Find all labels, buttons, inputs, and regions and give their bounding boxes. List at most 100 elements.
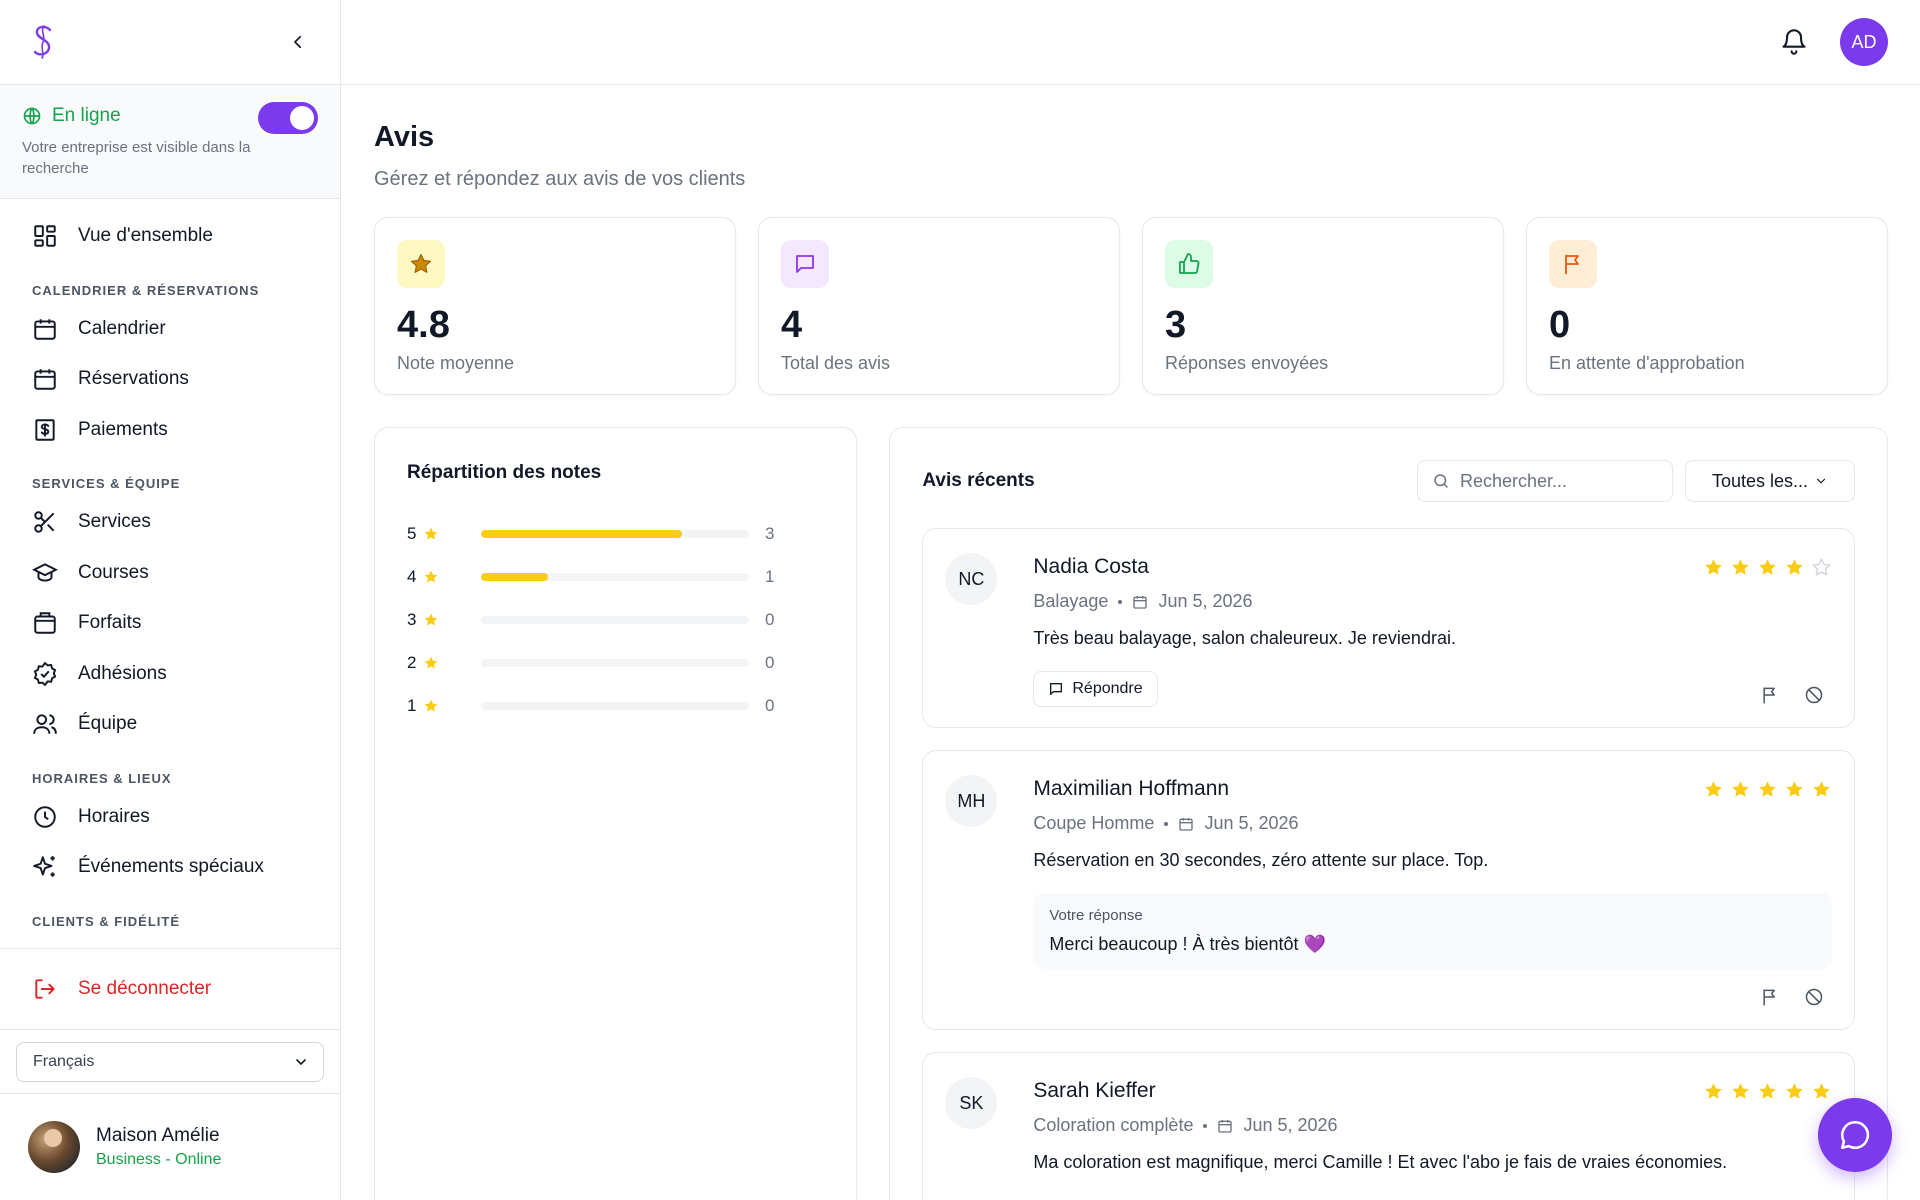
review-service: Coloration complète — [1033, 1115, 1194, 1135]
sidebar-item-team[interactable]: Équipe — [0, 699, 340, 750]
recent-reviews-tools: Rechercher... Toutes les... — [1417, 460, 1855, 502]
block-button[interactable] — [1804, 685, 1824, 705]
sidebar-item-label: Calendrier — [78, 317, 166, 339]
sidebar-item-label: Paiements — [78, 418, 168, 440]
online-label: En ligne — [52, 105, 121, 126]
star-icon — [424, 527, 438, 540]
sidebar-item-label: Vue d'ensemble — [78, 225, 213, 247]
business-avatar — [28, 1121, 80, 1173]
ban-icon — [1805, 686, 1823, 704]
review-meta: Coupe Homme Jun 5, 2026 — [1033, 813, 1832, 834]
flag-icon — [1763, 687, 1775, 704]
review-meta: Balayage Jun 5, 2026 — [1033, 591, 1832, 612]
star-icon — [424, 570, 438, 583]
reply-button[interactable]: Répondre — [1033, 671, 1158, 707]
sidebar-header — [0, 0, 340, 85]
report-button[interactable] — [1760, 987, 1780, 1007]
separator-dot — [1203, 1123, 1208, 1128]
star-filled-icon — [1705, 1083, 1722, 1099]
report-button[interactable] — [1760, 685, 1780, 705]
star-filled-icon — [1732, 559, 1749, 575]
sidebar-item-overview[interactable]: Vue d'ensemble — [0, 211, 340, 262]
stat-value: 0 — [1549, 304, 1571, 346]
sidebar-item-label: Réservations — [78, 368, 189, 390]
star-filled-icon — [1759, 559, 1776, 575]
sidebar-item-services[interactable]: Services — [0, 497, 340, 548]
section-label-clients: CLIENTS & FIDÉLITÉ — [32, 913, 180, 929]
online-description: Votre entreprise est visible dans la rec… — [22, 139, 251, 177]
review-date: Jun 5, 2026 — [1158, 591, 1253, 611]
sidebar-item-special-events[interactable]: Événements spéciaux — [0, 842, 340, 893]
business-profile[interactable]: Maison Amélie Business - Online — [0, 1094, 340, 1200]
reviewer-name: Sarah Kieffer — [1033, 1079, 1156, 1102]
search-input[interactable]: Rechercher... — [1417, 460, 1673, 502]
bell-icon[interactable] — [1780, 28, 1808, 56]
stat-icon-box — [1549, 240, 1597, 288]
filter-select[interactable]: Toutes les... — [1685, 460, 1855, 502]
chat-button[interactable] — [1818, 1098, 1892, 1172]
star-empty-icon — [1812, 558, 1831, 576]
distribution-rows: 5 3 4 1 3 0 2 — [407, 512, 824, 727]
star-icon — [424, 613, 438, 626]
review-text: Réservation en 30 secondes, zéro attente… — [1033, 850, 1489, 870]
sidebar-item-reservations[interactable]: Réservations — [0, 354, 340, 405]
logout-icon — [35, 979, 55, 999]
users-icon — [33, 714, 57, 735]
response-text: Merci beaucoup ! À très bientôt 💜 — [1049, 934, 1326, 954]
sidebar-item-courses[interactable]: Courses — [0, 548, 340, 599]
chevron-down-icon — [1816, 478, 1826, 484]
reviewer-avatar: SK — [945, 1077, 998, 1129]
online-toggle[interactable] — [258, 102, 318, 134]
rating-count: 0 — [765, 652, 775, 672]
search-icon — [1434, 474, 1448, 488]
calendar-icon — [1133, 595, 1148, 609]
rating-number: 5 — [407, 523, 417, 543]
thumbs-up-icon — [1179, 253, 1200, 274]
star-filled-icon — [1705, 781, 1722, 797]
sidebar-item-calendar[interactable]: Calendrier — [0, 304, 340, 355]
badge-check-icon — [33, 661, 57, 686]
user-avatar[interactable]: AD — [1840, 18, 1888, 66]
rating-bar — [481, 658, 749, 667]
rating-number: 3 — [407, 609, 417, 629]
sidebar-item-label: Forfaits — [78, 612, 142, 634]
review-stars — [1703, 1081, 1832, 1102]
brand-logo-icon[interactable] — [30, 24, 56, 60]
star-filled-icon — [1759, 1083, 1776, 1099]
reviewer-avatar: NC — [945, 553, 998, 605]
star-filled-icon — [1786, 1083, 1803, 1099]
chat-bubble-icon — [1840, 1120, 1870, 1150]
sidebar-item-memberships[interactable]: Adhésions — [0, 649, 340, 700]
sidebar-item-label: Équipe — [78, 713, 138, 735]
rating-bar-fill — [481, 572, 548, 581]
calendar-icon — [1218, 1119, 1233, 1133]
language-select[interactable]: Français — [16, 1042, 324, 1082]
recent-reviews-panel: Avis récents Rechercher... Toutes les...… — [889, 427, 1888, 1200]
sidebar-item-packages[interactable]: Forfaits — [0, 598, 340, 649]
stat-icon-box — [781, 240, 829, 288]
flag-icon — [1565, 255, 1579, 274]
logout-button[interactable]: Se déconnecter — [0, 976, 211, 1002]
separator-dot — [1164, 821, 1169, 826]
globe-icon — [23, 107, 41, 125]
page-subtitle: Gérez et répondez aux avis de vos client… — [374, 168, 746, 190]
top-bar: AD — [341, 0, 1920, 85]
language-value: Français — [33, 1053, 95, 1070]
block-button[interactable] — [1804, 987, 1824, 1007]
recent-reviews-header: Avis récents Rechercher... Toutes les... — [922, 460, 1855, 502]
stat-value: 3 — [1165, 304, 1187, 346]
ban-icon — [1805, 988, 1823, 1006]
collapse-sidebar-button[interactable] — [286, 30, 310, 54]
sidebar-item-hours[interactable]: Horaires — [0, 792, 340, 843]
sidebar-item-payments[interactable]: Paiements — [0, 405, 340, 456]
distribution-row: 3 0 — [407, 598, 824, 641]
sidebar-item-label: Événements spéciaux — [78, 856, 264, 878]
review-actions — [1760, 987, 1824, 1007]
filter-value: Toutes les... — [1711, 470, 1809, 491]
star-icon — [424, 699, 438, 712]
message-icon — [796, 255, 814, 273]
separator-dot — [1118, 599, 1123, 604]
main-content: Avis Gérez et répondez aux avis de vos c… — [341, 85, 1920, 1200]
distribution-row: 1 0 — [407, 684, 824, 727]
calendar-icon — [1179, 817, 1194, 831]
